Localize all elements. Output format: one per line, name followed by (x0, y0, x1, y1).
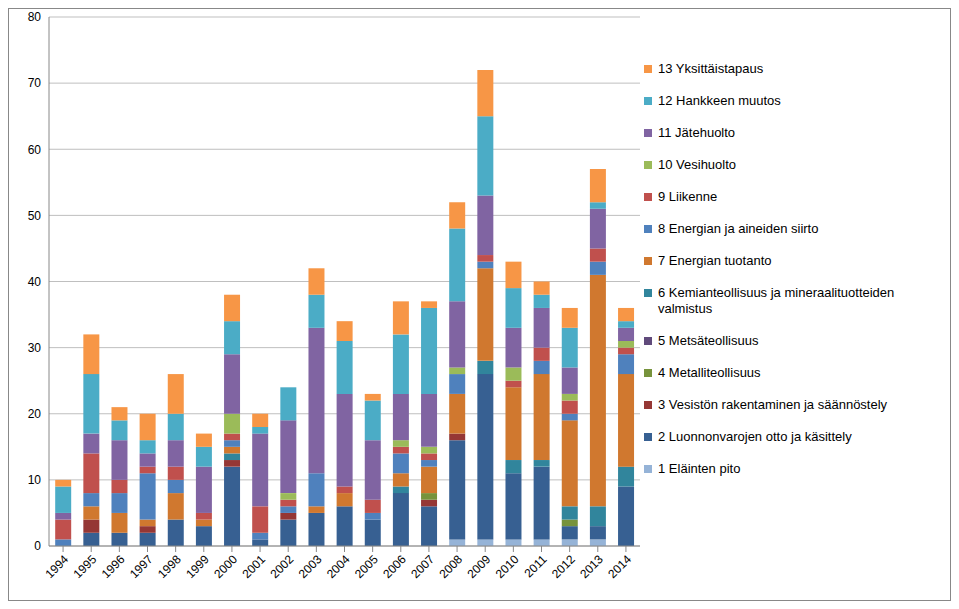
svg-text:2007: 2007 (408, 552, 437, 581)
svg-text:20: 20 (28, 407, 42, 421)
html-text:5 Metsäteollisuus: 5 Metsäteollisuus (658, 333, 759, 348)
svg-text:2003: 2003 (296, 552, 325, 581)
svg-text:2012: 2012 (549, 552, 578, 581)
svg-text:2011: 2011 (521, 552, 549, 580)
svg-text:2002: 2002 (268, 552, 297, 581)
html-text:9 Liikenne: 9 Liikenne (658, 189, 718, 204)
html-text:10 Vesihuolto: 10 Vesihuolto (658, 157, 737, 172)
svg-text:2013: 2013 (577, 552, 606, 581)
html-text:11 Jätehuolto: 11 Jätehuolto (658, 125, 736, 140)
svg-text:10: 10 (28, 473, 42, 487)
html-text:13 Yksittäistapaus: 13 Yksittäistapaus (658, 61, 764, 76)
svg-text:1994: 1994 (42, 552, 71, 581)
svg-text:2006: 2006 (380, 552, 409, 581)
html-text:6 Kemianteollisuus ja mineraal: 6 Kemianteollisuus ja mineraalituotteide… (658, 285, 895, 316)
svg-text:2008: 2008 (436, 552, 465, 581)
html-text:8 Energian ja aineiden siirto: 8 Energian ja aineiden siirto (658, 221, 819, 236)
svg-text:30: 30 (28, 341, 42, 355)
svg-text:2001: 2001 (239, 552, 268, 581)
svg-text:0: 0 (34, 539, 41, 553)
svg-text:2000: 2000 (211, 552, 240, 581)
html-text:4 Metalliteollisuus: 4 Metalliteollisuus (658, 365, 761, 380)
svg-text:2005: 2005 (352, 552, 381, 581)
svg-text:2009: 2009 (465, 552, 494, 581)
svg-text:40: 40 (28, 275, 42, 289)
svg-text:50: 50 (28, 209, 42, 223)
svg-text:2004: 2004 (324, 552, 353, 581)
svg-text:1997: 1997 (127, 552, 156, 581)
svg-text:1998: 1998 (155, 552, 184, 581)
html-text:7 Energian tuotanto: 7 Energian tuotanto (658, 253, 772, 268)
svg-text:60: 60 (28, 143, 42, 157)
svg-text:1995: 1995 (71, 552, 100, 581)
html-text:12 Hankkeen muutos: 12 Hankkeen muutos (658, 93, 781, 108)
svg-text:80: 80 (28, 10, 42, 24)
html-text:1 Eläinten pito: 1 Eläinten pito (658, 461, 741, 476)
html-text:3 Vesistön rakentaminen ja sää: 3 Vesistön rakentaminen ja säännöstely (658, 397, 888, 412)
svg-text:1996: 1996 (99, 552, 128, 581)
svg-text:1999: 1999 (183, 552, 212, 581)
svg-text:2014: 2014 (605, 552, 634, 581)
svg-text:70: 70 (28, 76, 42, 90)
svg-text:2010: 2010 (493, 552, 522, 581)
html-text:2 Luonnonvarojen otto ja käsit: 2 Luonnonvarojen otto ja käsittely (658, 429, 852, 444)
